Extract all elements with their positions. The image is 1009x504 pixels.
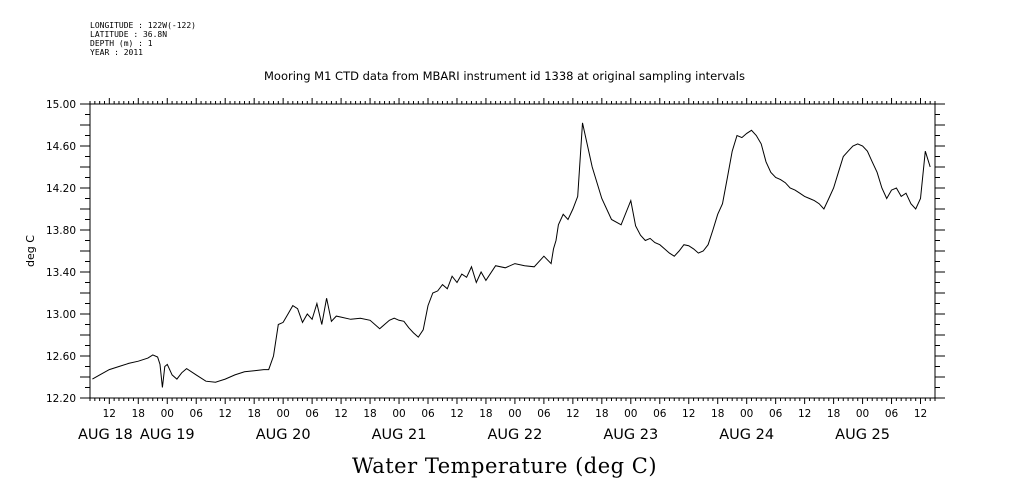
x-date-label: AUG 19	[140, 427, 195, 443]
x-hour-tick-label: 00	[161, 408, 174, 420]
x-hour-tick-label: 06	[653, 408, 667, 420]
x-axis-label: Water Temperature (deg C)	[351, 454, 658, 478]
y-tick-label: 14.60	[46, 141, 76, 153]
x-date-label: AUG 25	[835, 427, 890, 443]
x-hour-tick-label: 12	[219, 408, 232, 420]
x-date-label: AUG 20	[256, 427, 311, 443]
metadata-line: DEPTH (m) : 1	[90, 39, 153, 48]
plot-frame	[89, 103, 936, 399]
x-hour-tick-label: 18	[247, 408, 260, 420]
x-hour-tick-label: 18	[363, 408, 376, 420]
x-hour-tick-label: 12	[682, 408, 695, 420]
x-hour-tick-label: 18	[711, 408, 724, 420]
x-hour-tick-label: 00	[276, 408, 289, 420]
x-hour-tick-label: 18	[827, 408, 840, 420]
x-hour-tick-label: 18	[479, 408, 492, 420]
chart-title: Mooring M1 CTD data from MBARI instrumen…	[264, 69, 745, 83]
metadata-line: YEAR : 2011	[90, 48, 143, 57]
y-tick-label: 12.60	[46, 351, 76, 363]
metadata-line: LONGITUDE : 122W(-122)	[90, 21, 196, 30]
x-hour-tick-label: 12	[334, 408, 347, 420]
x-hour-tick-label: 00	[624, 408, 637, 420]
x-hour-tick-label: 06	[305, 408, 319, 420]
x-date-label: AUG 22	[488, 427, 543, 443]
x-hour-tick-label: 06	[885, 408, 899, 420]
x-hour-tick-label: 06	[190, 408, 204, 420]
series-line	[92, 122, 931, 388]
y-tick-label: 13.00	[46, 309, 76, 321]
x-hour-tick-label: 00	[508, 408, 521, 420]
x-hour-tick-label: 12	[798, 408, 811, 420]
x-date-label: AUG 23	[603, 427, 658, 443]
x-hour-tick-label: 12	[103, 408, 116, 420]
x-date-label: AUG 18	[78, 427, 133, 443]
x-hour-tick-label: 12	[566, 408, 579, 420]
y-tick-label: 13.80	[46, 225, 76, 237]
x-hour-tick-label: 18	[595, 408, 608, 420]
x-hour-tick-label: 06	[769, 408, 783, 420]
x-hour-tick-label: 00	[392, 408, 405, 420]
x-hour-tick-label: 06	[537, 408, 551, 420]
metadata-line: LATITUDE : 36.8N	[90, 30, 168, 39]
x-hour-tick-label: 12	[914, 408, 927, 420]
x-date-label: AUG 24	[719, 427, 774, 443]
y-tick-label: 12.20	[46, 393, 76, 405]
x-hour-tick-label: 06	[421, 408, 435, 420]
x-date-label: AUG 21	[372, 427, 427, 443]
y-tick-label: 15.00	[46, 99, 76, 111]
x-hour-tick-label: 00	[740, 408, 753, 420]
y-axis-label: deg C	[24, 235, 37, 267]
x-hour-tick-label: 12	[450, 408, 463, 420]
y-tick-label: 14.20	[46, 183, 76, 195]
x-hour-tick-label: 00	[856, 408, 869, 420]
x-hour-tick-label: 18	[132, 408, 145, 420]
y-tick-label: 13.40	[46, 267, 76, 279]
